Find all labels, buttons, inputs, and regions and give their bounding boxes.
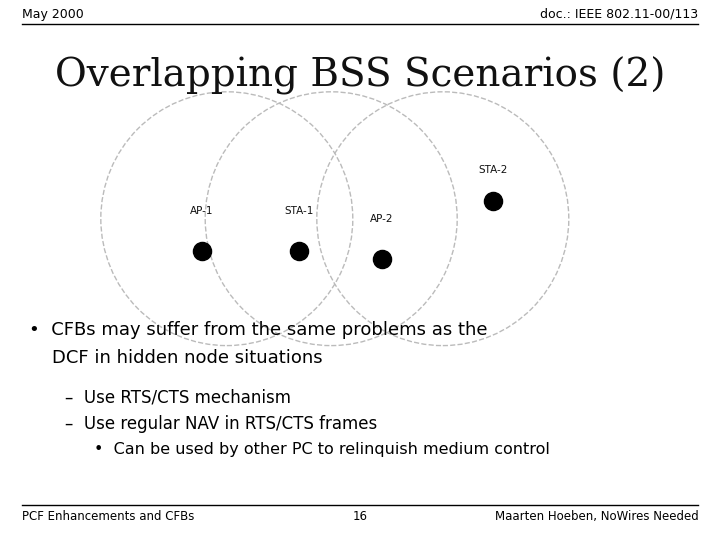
Text: •  CFBs may suffer from the same problems as the: • CFBs may suffer from the same problems… (29, 321, 487, 339)
Point (293, 247, 305, 255)
Text: Maarten Hoeben, NoWires Needed: Maarten Hoeben, NoWires Needed (495, 510, 698, 523)
Point (376, 255, 387, 264)
Text: AP-2: AP-2 (370, 214, 393, 224)
Point (487, 197, 499, 205)
Text: AP-1: AP-1 (190, 206, 213, 216)
Text: DCF in hidden node situations: DCF in hidden node situations (29, 349, 323, 367)
Text: •  Can be used by other PC to relinquish medium control: • Can be used by other PC to relinquish … (94, 442, 549, 457)
Text: PCF Enhancements and CFBs: PCF Enhancements and CFBs (22, 510, 194, 523)
Text: STA-1: STA-1 (284, 206, 313, 216)
Text: May 2000: May 2000 (22, 8, 84, 21)
Text: doc.: IEEE 802.11-00/113: doc.: IEEE 802.11-00/113 (540, 8, 698, 21)
Text: –  Use regular NAV in RTS/CTS frames: – Use regular NAV in RTS/CTS frames (65, 415, 377, 434)
Text: –  Use RTS/CTS mechanism: – Use RTS/CTS mechanism (65, 389, 291, 407)
Text: Overlapping BSS Scenarios (2): Overlapping BSS Scenarios (2) (55, 57, 665, 95)
Point (196, 247, 207, 255)
Text: STA-2: STA-2 (479, 165, 508, 175)
Text: 16: 16 (353, 510, 367, 523)
